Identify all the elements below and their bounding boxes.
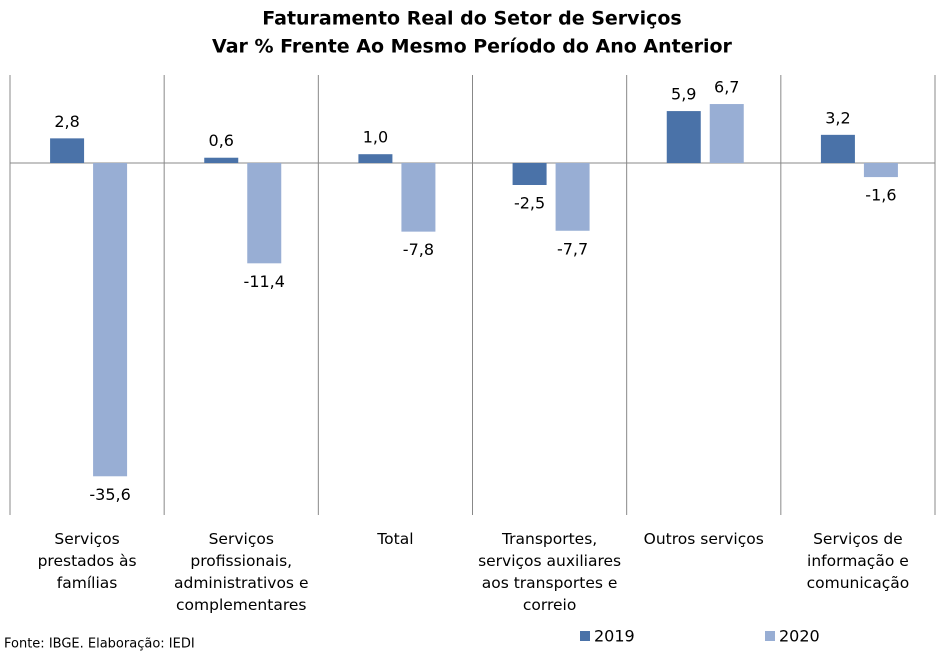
data-label: 1,0 xyxy=(363,128,388,147)
chart-subtitle: Var % Frente Ao Mesmo Período do Ano Ant… xyxy=(212,36,733,58)
data-label: -11,4 xyxy=(244,272,285,291)
data-label: 0,6 xyxy=(209,131,234,150)
x-tick-label: Transportes, serviços auxiliares aos tra… xyxy=(478,530,622,614)
data-label: 6,7 xyxy=(714,78,739,97)
data-label: -35,6 xyxy=(89,485,130,504)
chart-title: Faturamento Real do Setor de Serviços xyxy=(262,8,681,30)
legend-label: 2019 xyxy=(594,627,635,646)
data-label: 5,9 xyxy=(671,85,696,104)
data-label: 2,8 xyxy=(54,112,79,131)
data-label: 3,2 xyxy=(825,108,850,127)
legend-swatch xyxy=(765,631,775,641)
source-note: Fonte: IBGE. Elaboração: IEDI xyxy=(4,637,195,652)
bar xyxy=(666,111,701,163)
bar xyxy=(204,157,239,163)
bar xyxy=(401,163,436,232)
bar xyxy=(820,134,855,163)
data-label: -7,8 xyxy=(403,240,434,259)
data-label: -7,7 xyxy=(557,239,588,258)
bar xyxy=(247,163,282,264)
legend-swatch xyxy=(580,631,590,641)
bar xyxy=(555,163,590,231)
bar xyxy=(512,163,547,185)
x-tick-label: Serviços de informação e comunicação xyxy=(806,530,910,592)
x-tick-label: Total xyxy=(377,530,414,548)
bar xyxy=(93,163,128,477)
x-tick-label: Outros serviços xyxy=(643,530,764,548)
x-tick-label: Serviços profissionais, administrativos … xyxy=(174,530,309,614)
bar xyxy=(863,163,898,178)
bar xyxy=(50,138,85,163)
bar xyxy=(709,104,744,163)
data-label: -2,5 xyxy=(514,194,545,213)
bar xyxy=(358,154,393,163)
x-tick-label: Serviços prestados às famílias xyxy=(37,530,137,592)
legend-label: 2020 xyxy=(779,627,820,646)
data-label: -1,6 xyxy=(865,186,896,205)
